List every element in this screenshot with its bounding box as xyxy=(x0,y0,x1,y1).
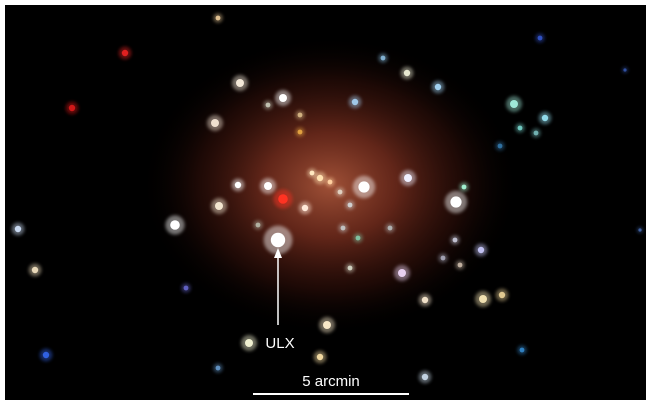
point-source xyxy=(265,102,271,108)
point-source xyxy=(533,130,539,136)
point-source xyxy=(31,266,39,274)
point-source xyxy=(337,189,343,195)
point-source xyxy=(461,184,467,190)
point-source xyxy=(301,204,309,212)
point-source xyxy=(477,246,485,254)
point-source xyxy=(421,373,429,381)
point-source xyxy=(121,49,129,57)
point-source xyxy=(347,202,353,208)
point-source xyxy=(510,100,518,108)
point-source xyxy=(245,339,253,347)
point-source xyxy=(327,179,333,185)
point-source xyxy=(42,351,50,359)
point-source xyxy=(170,220,180,230)
point-source xyxy=(450,196,462,208)
point-source xyxy=(537,35,543,41)
scale-bar-label: 5 arcmin xyxy=(302,373,360,390)
point-source xyxy=(316,353,324,361)
point-source xyxy=(541,114,549,122)
point-source xyxy=(215,365,221,371)
point-source xyxy=(380,55,386,61)
point-source xyxy=(297,112,303,118)
point-source xyxy=(270,232,286,248)
point-sources xyxy=(11,13,644,384)
point-source xyxy=(323,321,331,329)
point-source xyxy=(234,181,242,189)
point-source xyxy=(347,265,353,271)
point-source xyxy=(68,104,76,112)
point-source xyxy=(236,79,244,87)
point-source xyxy=(215,15,221,21)
point-source xyxy=(498,291,506,299)
point-source xyxy=(517,125,523,131)
point-source xyxy=(404,174,412,182)
point-source xyxy=(387,225,393,231)
point-source xyxy=(421,296,429,304)
point-source xyxy=(440,255,446,261)
point-source xyxy=(638,228,642,232)
point-source xyxy=(479,295,487,303)
point-source xyxy=(434,83,442,91)
point-source xyxy=(183,285,189,291)
point-source xyxy=(497,143,503,149)
point-source xyxy=(355,235,361,241)
point-source xyxy=(309,170,315,176)
point-source xyxy=(358,181,370,193)
point-source xyxy=(211,119,219,127)
point-source xyxy=(255,222,261,228)
point-source xyxy=(316,174,324,182)
ulx-label: ULX xyxy=(265,335,294,352)
point-source xyxy=(297,129,303,135)
point-source xyxy=(340,225,346,231)
point-source xyxy=(403,69,411,77)
point-source xyxy=(457,262,463,268)
point-source xyxy=(452,237,458,243)
point-source xyxy=(264,182,272,190)
point-source xyxy=(14,225,22,233)
ulx-arrowhead xyxy=(274,248,282,258)
point-source xyxy=(279,94,287,102)
point-source xyxy=(351,98,359,106)
point-source xyxy=(398,269,406,277)
point-source xyxy=(278,194,288,204)
point-source xyxy=(623,68,627,72)
point-source xyxy=(215,202,223,210)
point-source xyxy=(519,347,525,353)
